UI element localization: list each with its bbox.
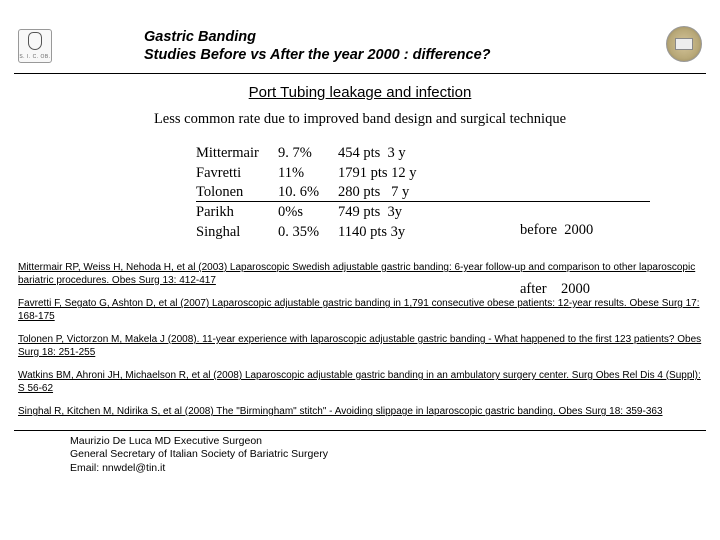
slide-header: S. I. C. OB. Gastric Banding Studies Bef… bbox=[0, 0, 720, 70]
pct-cell: 9. 7% bbox=[278, 144, 338, 164]
period-labels: before 2000 after 2000 bbox=[520, 182, 593, 339]
footer-role: General Secretary of Italian Society of … bbox=[70, 448, 720, 462]
author-cell: Mittermair bbox=[196, 144, 278, 164]
title-block: Gastric Banding Studies Before vs After … bbox=[144, 28, 491, 64]
lead-text: Less common rate due to improved band de… bbox=[0, 111, 720, 128]
society-logo-left: S. I. C. OB. bbox=[18, 29, 52, 63]
table-row: Parikh 0%s 749 pts 3y bbox=[196, 203, 720, 223]
studies-table: Mittermair 9. 7% 454 pts 3 y Favretti 11… bbox=[196, 144, 720, 242]
pct-cell: 0. 35% bbox=[278, 223, 338, 243]
section-title: Port Tubing leakage and infection bbox=[0, 84, 720, 101]
author-cell: Tolonen bbox=[196, 183, 278, 203]
author-cell: Favretti bbox=[196, 164, 278, 184]
pts-cell: 1791 pts 12 y bbox=[338, 164, 468, 184]
period-before: before 2000 bbox=[520, 221, 593, 241]
reference-item: Favretti F, Segato G, Ashton D, et al (2… bbox=[18, 298, 702, 323]
divider-top bbox=[14, 73, 706, 74]
pct-cell: 0%s bbox=[278, 203, 338, 223]
title-line-1: Gastric Banding bbox=[144, 28, 491, 46]
reference-item: Tolonen P, Victorzon M, Makela J (2008).… bbox=[18, 334, 702, 359]
table-row: Favretti 11% 1791 pts 12 y bbox=[196, 164, 720, 184]
reference-item: Singhal R, Kitchen M, Ndirika S, et al (… bbox=[18, 406, 702, 419]
table-row: Singhal 0. 35% 1140 pts 3y bbox=[196, 223, 720, 243]
footer-author: Maurizio De Luca MD Executive Surgeon bbox=[70, 435, 720, 449]
table-row: Mittermair 9. 7% 454 pts 3 y bbox=[196, 144, 720, 164]
title-line-2: Studies Before vs After the year 2000 : … bbox=[144, 46, 491, 64]
pts-cell: 454 pts 3 y bbox=[338, 144, 468, 164]
pts-cell: 280 pts 7 y bbox=[338, 183, 468, 203]
reference-item: Watkins BM, Ahroni JH, Michaelson R, et … bbox=[18, 370, 702, 395]
pts-cell: 1140 pts 3y bbox=[338, 223, 468, 243]
table-row: Tolonen 10. 6% 280 pts 7 y bbox=[196, 183, 720, 203]
references-block: Mittermair RP, Weiss H, Nehoda H, et al … bbox=[18, 262, 702, 419]
pts-cell: 749 pts 3y bbox=[338, 203, 468, 223]
author-cell: Parikh bbox=[196, 203, 278, 223]
footer-email: Email: nnwdel@tin.it bbox=[70, 462, 720, 476]
divider-bottom bbox=[14, 430, 706, 431]
pct-cell: 10. 6% bbox=[278, 183, 338, 203]
society-logo-text: S. I. C. OB. bbox=[19, 54, 50, 60]
reference-item: Mittermair RP, Weiss H, Nehoda H, et al … bbox=[18, 262, 702, 287]
seal-logo-right bbox=[666, 26, 702, 62]
pct-cell: 11% bbox=[278, 164, 338, 184]
footer-block: Maurizio De Luca MD Executive Surgeon Ge… bbox=[70, 435, 720, 476]
author-cell: Singhal bbox=[196, 223, 278, 243]
period-after: after 2000 bbox=[520, 280, 593, 300]
